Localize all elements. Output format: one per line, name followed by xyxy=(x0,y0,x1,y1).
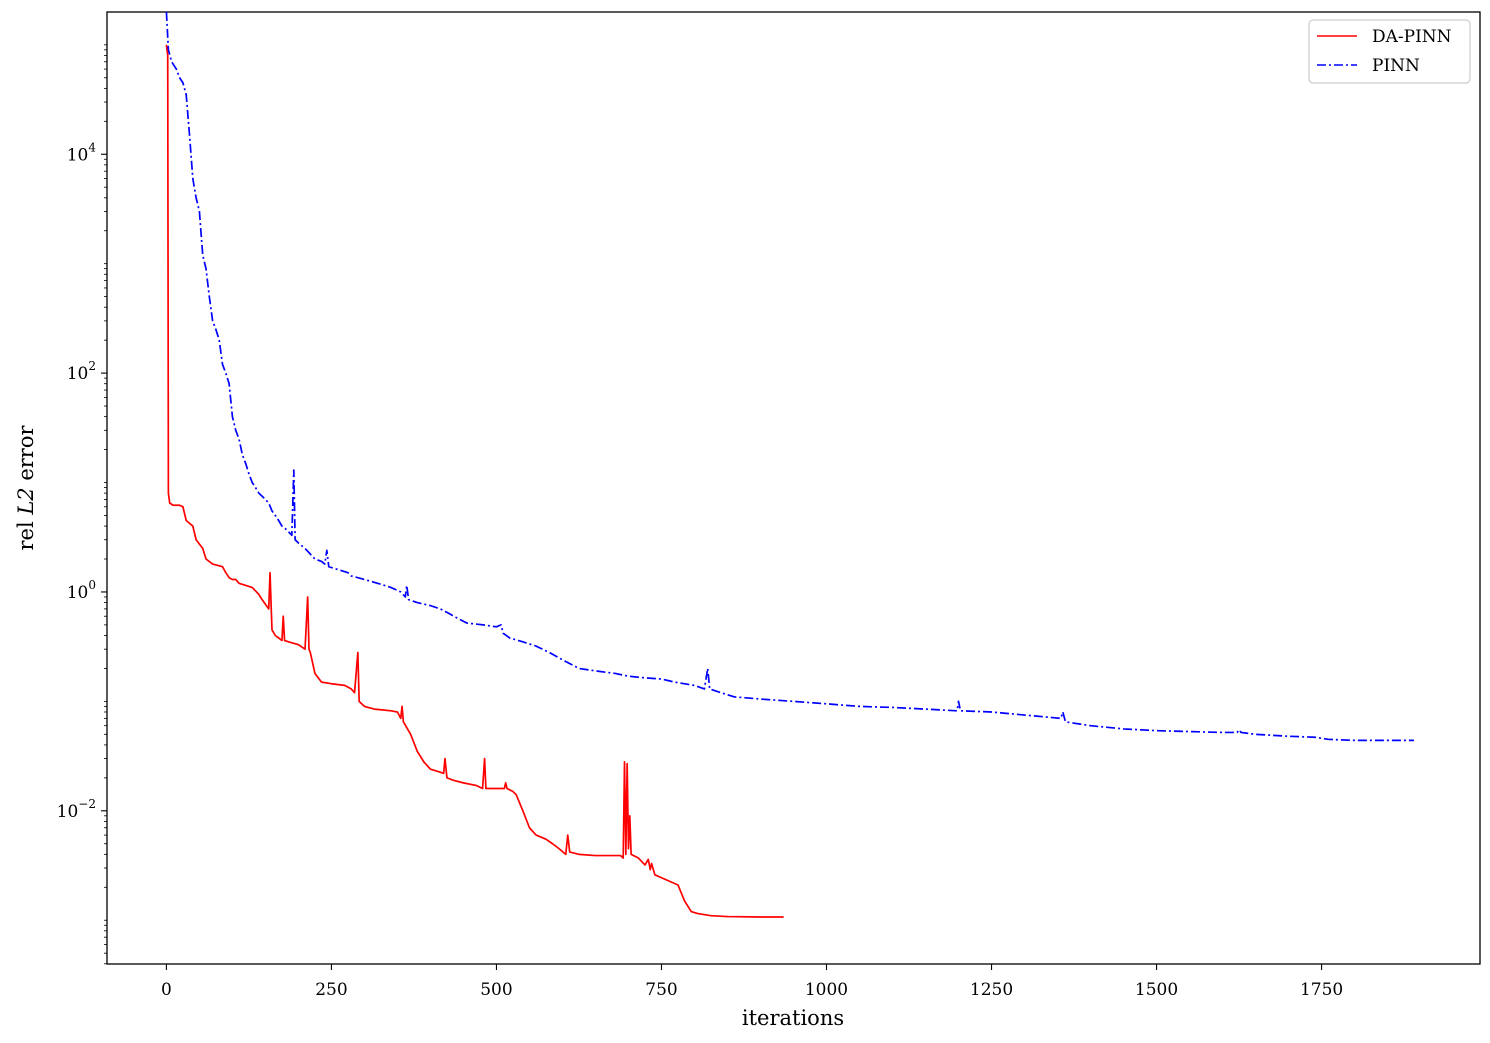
x-tick-label: 500 xyxy=(480,980,512,1000)
series-line-da-pinn xyxy=(165,44,784,918)
y-tick-label-exponent: −2 xyxy=(78,797,96,811)
y-tick-label-exponent: 4 xyxy=(88,140,96,154)
y-tick-label-base: 10 xyxy=(67,145,89,165)
x-tick-label: 750 xyxy=(645,980,677,1000)
y-tick-label-exponent: 2 xyxy=(88,359,96,373)
x-tick-label: 1250 xyxy=(970,980,1013,1000)
series-layer xyxy=(165,11,1414,918)
x-axis-ticks: 0 250 500 750 1000 1250 1500 1750 xyxy=(161,964,1343,1000)
x-tick-label: 1000 xyxy=(805,980,848,1000)
y-tick-label: 104 xyxy=(67,140,97,165)
y-tick-label: 100 xyxy=(67,578,96,603)
legend-label-pinn: PINN xyxy=(1372,56,1420,76)
series-line-pinn xyxy=(165,11,1414,742)
x-tick-label: 1750 xyxy=(1300,980,1343,1000)
y-tick-label: 10−2 xyxy=(57,797,96,822)
y-tick-label-base: 10 xyxy=(67,364,89,384)
y-tick-label-base: 10 xyxy=(57,802,79,822)
x-tick-label: 1500 xyxy=(1135,980,1178,1000)
x-tick-label: 250 xyxy=(315,980,347,1000)
y-tick-label-exponent: 0 xyxy=(88,578,96,592)
plot-frame xyxy=(106,11,1481,965)
x-axis-title: iterations xyxy=(742,1006,844,1030)
y-tick-label: 102 xyxy=(67,359,96,384)
legend: DA-PINN PINN xyxy=(1308,19,1471,84)
legend-label-da-pinn: DA-PINN xyxy=(1372,27,1452,47)
y-axis-title: rel L2 error xyxy=(14,425,38,551)
x-tick-label: 0 xyxy=(161,980,172,1000)
y-tick-label-base: 10 xyxy=(67,583,89,603)
